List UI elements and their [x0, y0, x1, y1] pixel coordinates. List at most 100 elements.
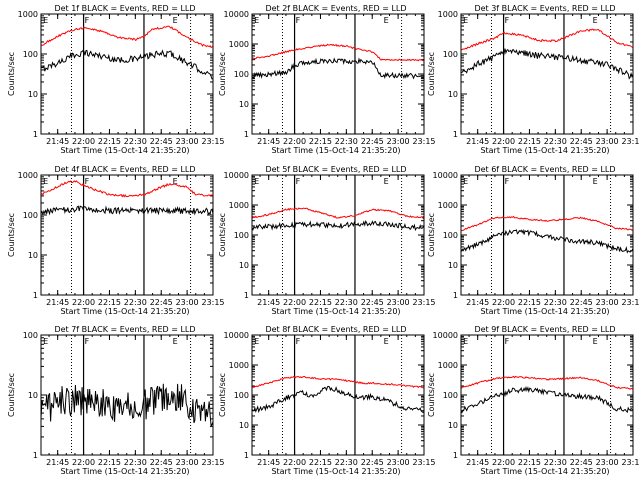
y-tick-label: 100 [443, 391, 458, 400]
y-tick-label: 10 [448, 90, 458, 99]
marker-label: E [463, 16, 468, 25]
marker-label: E [173, 337, 178, 346]
x-tick-label: 23:00 [387, 298, 410, 307]
x-tick-label: 22:15 [518, 137, 541, 146]
y-axis-label: Counts/sec [218, 52, 227, 96]
marker-label: E [43, 16, 48, 25]
x-tick-label: 23:15 [201, 298, 224, 307]
x-tick-label: 23:15 [201, 458, 224, 467]
x-tick-label: 21:45 [257, 298, 280, 307]
y-tick-label: 10000 [433, 331, 458, 340]
x-tick-label: 23:00 [176, 137, 199, 146]
y-tick-label: 10 [28, 251, 38, 260]
panel-7: Det 7f BLACK = Events, RED = LLD Counts/s… [7, 325, 225, 476]
y-tick-label: 10000 [224, 331, 249, 340]
x-tick-label: 22:00 [72, 298, 95, 307]
y-tick-label: 1000 [229, 361, 249, 370]
x-tick-label: 22:00 [283, 298, 306, 307]
plot-frame [40, 174, 214, 296]
x-tick-label: 22:45 [570, 298, 593, 307]
series-line-lld [251, 207, 425, 220]
y-tick-label: 1 [244, 451, 249, 460]
marker-label: E [463, 337, 468, 346]
series-line-events [40, 205, 214, 217]
x-axis-label: Start Time (15-Oct-14 21:35:20) [60, 146, 189, 155]
x-tick-label: 22:00 [72, 458, 95, 467]
x-tick-label: 22:00 [492, 458, 515, 467]
y-tick-label: 1 [33, 451, 38, 460]
x-tick-label: 22:15 [98, 137, 121, 146]
x-tick-label: 21:45 [46, 137, 69, 146]
marker-label: F [85, 337, 90, 346]
marker-label: E [384, 337, 389, 346]
y-tick-label: 10000 [224, 171, 249, 180]
panel-title: Det 9f BLACK = Events, RED = LLD [474, 325, 615, 334]
y-tick-label: 100 [443, 231, 458, 240]
x-tick-label: 22:45 [150, 298, 173, 307]
series-line-lld [40, 25, 214, 49]
y-tick-label: 1 [453, 291, 458, 300]
y-tick-label: 1 [244, 130, 249, 139]
y-tick-label: 100 [234, 231, 249, 240]
x-tick-label: 23:15 [412, 458, 435, 467]
y-tick-label: 1000 [229, 40, 249, 49]
plot-frame [40, 13, 214, 135]
panel-title: Det 6f BLACK = Events, RED = LLD [474, 165, 615, 174]
x-tick-label: 22:30 [335, 137, 358, 146]
marker-label: F [85, 16, 90, 25]
x-tick-label: 22:00 [492, 298, 515, 307]
y-tick-label: 1000 [18, 171, 38, 180]
x-tick-label: 23:00 [387, 137, 410, 146]
marker-label: F [505, 16, 510, 25]
y-tick-label: 10 [28, 391, 38, 400]
y-axis-label: Counts/sec [218, 213, 227, 257]
plot-frame [251, 13, 425, 135]
y-axis-label: Counts/sec [427, 373, 436, 417]
series-line-lld [461, 215, 634, 232]
marker-label: F [296, 16, 301, 25]
y-tick-label: 1 [453, 130, 458, 139]
series-line-lld [460, 28, 634, 51]
marker-label: E [173, 16, 178, 25]
panel-title: Det 4f BLACK = Events, RED = LLD [54, 165, 195, 174]
y-tick-label: 10000 [224, 10, 249, 19]
x-tick-label: 22:30 [544, 298, 567, 307]
marker-label: E [463, 177, 468, 186]
x-tick-label: 23:00 [387, 458, 410, 467]
x-tick-label: 22:00 [283, 137, 306, 146]
panel-title: Det 5f BLACK = Events, RED = LLD [265, 165, 406, 174]
y-tick-label: 10 [28, 90, 38, 99]
y-axis-label: Counts/sec [7, 213, 16, 257]
y-tick-label: 1000 [229, 201, 249, 210]
panel-9: Det 9f BLACK = Events, RED = LLD Counts/s… [427, 325, 640, 476]
y-axis-label: Counts/sec [7, 373, 16, 417]
x-tick-label: 23:15 [412, 137, 435, 146]
series-line-events [40, 49, 213, 80]
x-axis-label: Start Time (15-Oct-14 21:35:20) [60, 307, 189, 316]
y-axis-label: Counts/sec [7, 52, 16, 96]
x-tick-label: 22:45 [150, 458, 173, 467]
x-tick-label: 22:15 [98, 298, 121, 307]
y-tick-label: 1 [453, 451, 458, 460]
panel-5: Det 5f BLACK = Events, RED = LLD Counts/s… [218, 165, 436, 316]
plot-frame [460, 13, 634, 135]
x-tick-label: 22:15 [309, 137, 332, 146]
series-line-events [40, 383, 214, 428]
x-axis-label: Start Time (15-Oct-14 21:35:20) [271, 307, 400, 316]
x-tick-label: 23:15 [412, 298, 435, 307]
marker-label: F [505, 177, 510, 186]
marker-label: E [593, 337, 598, 346]
series-line-events [460, 48, 634, 80]
x-tick-label: 22:45 [150, 137, 173, 146]
x-tick-label: 22:45 [570, 458, 593, 467]
x-tick-label: 21:45 [257, 458, 280, 467]
marker-label: F [85, 177, 90, 186]
x-tick-label: 22:45 [361, 458, 384, 467]
y-tick-label: 10 [448, 261, 458, 270]
plot-frame [251, 174, 425, 296]
panel-4: Det 4f BLACK = Events, RED = LLD Counts/s… [7, 165, 225, 316]
y-tick-label: 1000 [438, 201, 458, 210]
panel-2: Det 2f BLACK = Events, RED = LLD Counts/s… [218, 4, 436, 155]
y-axis-label: Counts/sec [218, 373, 227, 417]
